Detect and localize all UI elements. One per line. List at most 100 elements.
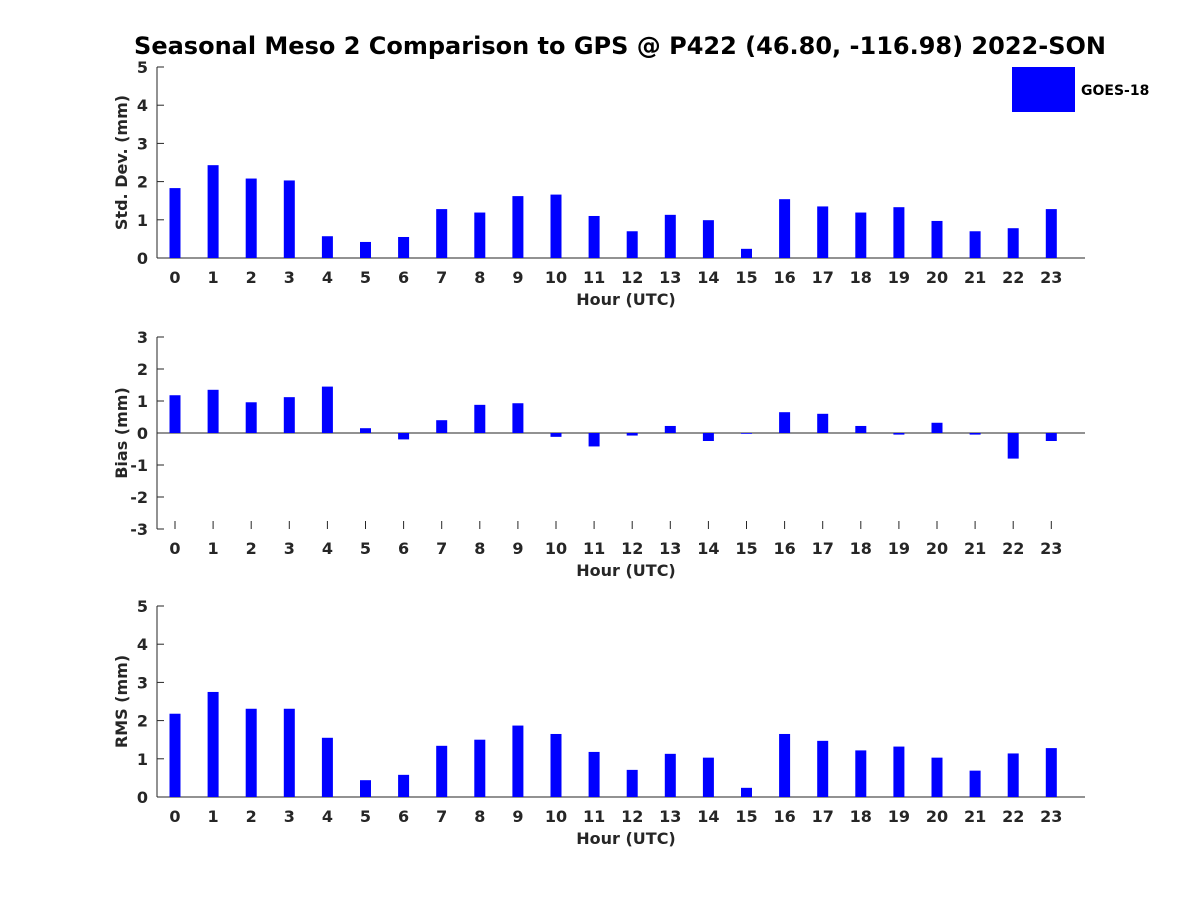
bar-hour-11: [588, 215, 600, 258]
x-tick-label: 20: [926, 807, 948, 826]
x-tick-label: 20: [926, 268, 948, 287]
bar-hour-15: [741, 787, 752, 797]
x-tick-label: 15: [735, 807, 757, 826]
x-tick-label: 22: [1002, 807, 1024, 826]
y-tick-label: 1: [137, 750, 148, 769]
bar-hour-0: [169, 713, 181, 797]
y-axis-label: Std. Dev. (mm): [112, 95, 131, 230]
x-tick-label: 0: [169, 268, 180, 287]
chart-title: Seasonal Meso 2 Comparison to GPS @ P422…: [134, 32, 1106, 60]
bar-hour-4: [321, 737, 333, 797]
bar-hour-2: [245, 708, 257, 797]
x-tick-label: 13: [659, 807, 681, 826]
x-tick-label: 14: [697, 539, 719, 558]
x-tick-label: 19: [888, 539, 910, 558]
x-tick-label: 10: [545, 268, 567, 287]
bar-hour-1: [207, 389, 219, 433]
bar-hour-14: [702, 757, 714, 797]
y-tick-label: 4: [137, 96, 148, 115]
x-axis-label: Hour (UTC): [576, 829, 676, 848]
bar-hour-20: [931, 757, 943, 797]
bar-hour-23: [1045, 433, 1057, 441]
x-tick-label: 7: [436, 539, 447, 558]
x-axis-label: Hour (UTC): [576, 561, 676, 580]
bar-hour-16: [779, 412, 791, 433]
x-tick-label: 18: [850, 807, 872, 826]
bar-hour-20: [931, 220, 943, 258]
x-tick-label: 9: [512, 539, 523, 558]
x-tick-label: 10: [545, 539, 567, 558]
y-tick-label: 0: [137, 249, 148, 268]
bar-hour-6: [398, 774, 410, 797]
bar-hour-16: [779, 733, 791, 797]
legend-label: GOES-18: [1081, 83, 1149, 99]
x-tick-label: 13: [659, 268, 681, 287]
bar-hour-13: [664, 214, 676, 258]
x-tick-label: 8: [474, 807, 485, 826]
y-tick-label: 3: [137, 328, 148, 347]
bar-hour-0: [169, 188, 181, 258]
y-tick-label: 0: [137, 788, 148, 807]
bar-hour-12: [626, 769, 638, 797]
x-tick-label: 17: [812, 268, 834, 287]
x-tick-label: 23: [1040, 539, 1062, 558]
bar-hour-11: [588, 751, 600, 797]
y-tick-label: 3: [137, 673, 148, 692]
legend-swatch: [1012, 67, 1075, 112]
x-tick-label: 21: [964, 807, 986, 826]
bar-hour-18: [855, 212, 867, 258]
bar-hour-13: [664, 425, 676, 433]
y-tick-label: 5: [137, 58, 148, 77]
y-tick-label: 3: [137, 134, 148, 153]
y-tick-label: 1: [137, 211, 148, 230]
x-tick-label: 0: [169, 539, 180, 558]
bar-hour-7: [436, 420, 448, 433]
bar-hour-3: [283, 397, 295, 433]
bar-hour-23: [1045, 748, 1057, 797]
x-tick-label: 12: [621, 268, 643, 287]
bar-hour-19: [893, 433, 905, 435]
bar-hour-10: [550, 733, 562, 797]
y-axis-label: RMS (mm): [112, 655, 131, 748]
bar-hour-9: [512, 725, 524, 797]
x-tick-label: 7: [436, 807, 447, 826]
x-tick-label: 0: [169, 807, 180, 826]
y-axis-label: Bias (mm): [112, 387, 131, 479]
bar-hour-10: [550, 194, 562, 258]
y-tick-label: 4: [137, 635, 148, 654]
x-tick-label: 20: [926, 539, 948, 558]
bar-hour-17: [817, 740, 829, 797]
x-tick-label: 18: [850, 539, 872, 558]
x-axis-label: Hour (UTC): [576, 290, 676, 309]
bar-hour-18: [855, 425, 867, 433]
y-tick-label: 2: [137, 712, 148, 731]
y-tick-label: 5: [137, 597, 148, 616]
bar-hour-22: [1007, 228, 1019, 258]
x-tick-label: 23: [1040, 268, 1062, 287]
x-tick-label: 1: [208, 539, 219, 558]
legend: GOES-18: [1012, 67, 1149, 112]
bar-hour-17: [817, 206, 829, 258]
bar-hour-3: [283, 708, 295, 797]
bar-hour-1: [207, 691, 219, 797]
y-tick-label: 1: [137, 392, 148, 411]
bar-hour-12: [626, 433, 638, 436]
x-tick-label: 16: [773, 807, 795, 826]
x-tick-label: 22: [1002, 539, 1024, 558]
bar-hour-14: [702, 220, 714, 258]
x-tick-label: 17: [812, 539, 834, 558]
bar-hour-11: [588, 433, 600, 447]
x-tick-label: 11: [583, 268, 605, 287]
bar-hour-4: [321, 386, 333, 433]
bar-hour-15: [741, 433, 752, 434]
bar-hour-8: [474, 404, 486, 433]
x-tick-label: 2: [246, 268, 257, 287]
y-tick-label: 0: [137, 424, 148, 443]
y-tick-label: 2: [137, 173, 148, 192]
bar-hour-19: [893, 207, 905, 258]
bar-hour-19: [893, 746, 905, 797]
bar-hour-8: [474, 739, 486, 797]
